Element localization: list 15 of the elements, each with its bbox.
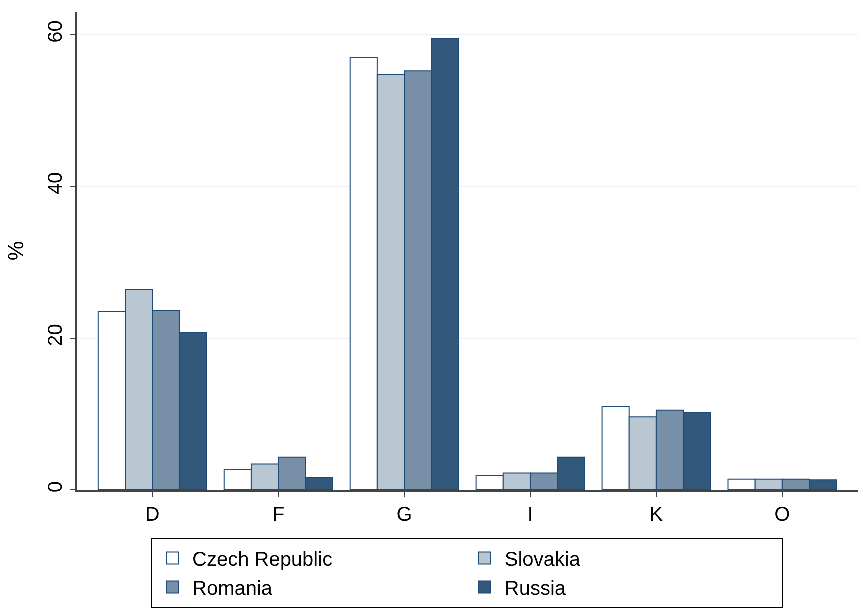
y-axis-title: % <box>3 241 28 261</box>
legend-label: Slovakia <box>504 549 582 572</box>
x-tick-label: I <box>528 504 534 526</box>
y-tick-label: 60 <box>45 20 67 43</box>
legend-label: Russia <box>504 578 567 600</box>
x-tick-label: K <box>650 504 664 526</box>
y-tick-label: 0 <box>45 481 67 493</box>
x-tick-label: G <box>396 504 412 526</box>
legend-label: Czech Republic <box>192 549 333 572</box>
x-tick-label: D <box>145 504 160 526</box>
legend-label: Romania <box>192 578 274 600</box>
x-tick-label: F <box>272 504 285 526</box>
y-tick-label: 20 <box>45 324 67 346</box>
x-tick-label: O <box>774 504 790 526</box>
y-tick-label: 40 <box>45 172 67 195</box>
